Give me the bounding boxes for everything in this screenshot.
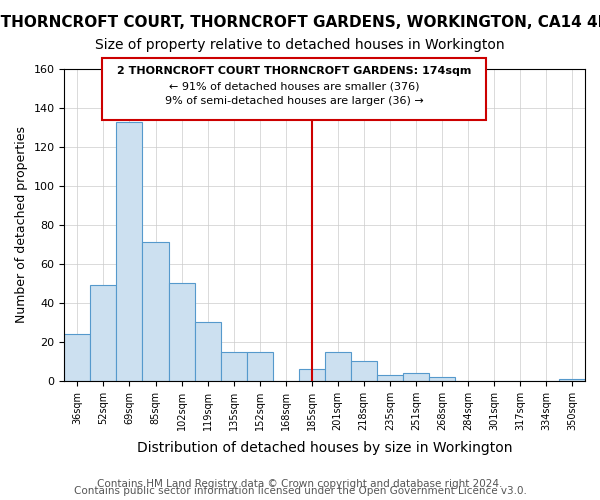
- Bar: [91, 286, 116, 381]
- Bar: [325, 352, 351, 381]
- Bar: [559, 379, 585, 381]
- X-axis label: Distribution of detached houses by size in Workington: Distribution of detached houses by size …: [137, 441, 512, 455]
- Text: Contains public sector information licensed under the Open Government Licence v3: Contains public sector information licen…: [74, 486, 526, 496]
- Bar: [169, 284, 194, 381]
- Text: 9% of semi-detached houses are larger (36) →: 9% of semi-detached houses are larger (3…: [164, 96, 424, 106]
- Y-axis label: Number of detached properties: Number of detached properties: [15, 126, 28, 324]
- Text: Contains HM Land Registry data © Crown copyright and database right 2024.: Contains HM Land Registry data © Crown c…: [97, 479, 503, 489]
- Bar: [299, 369, 325, 381]
- Bar: [247, 352, 272, 381]
- Bar: [403, 373, 429, 381]
- Bar: [116, 122, 142, 381]
- Bar: [64, 334, 91, 381]
- Text: 2, THORNCROFT COURT, THORNCROFT GARDENS, WORKINGTON, CA14 4DP: 2, THORNCROFT COURT, THORNCROFT GARDENS,…: [0, 15, 600, 30]
- Bar: [221, 352, 247, 381]
- Bar: [377, 375, 403, 381]
- Bar: [429, 377, 455, 381]
- Bar: [194, 322, 221, 381]
- Text: 2 THORNCROFT COURT THORNCROFT GARDENS: 174sqm: 2 THORNCROFT COURT THORNCROFT GARDENS: 1…: [117, 66, 471, 76]
- Bar: [351, 362, 377, 381]
- Text: Size of property relative to detached houses in Workington: Size of property relative to detached ho…: [95, 38, 505, 52]
- Bar: [142, 242, 169, 381]
- Text: ← 91% of detached houses are smaller (376): ← 91% of detached houses are smaller (37…: [169, 82, 419, 92]
